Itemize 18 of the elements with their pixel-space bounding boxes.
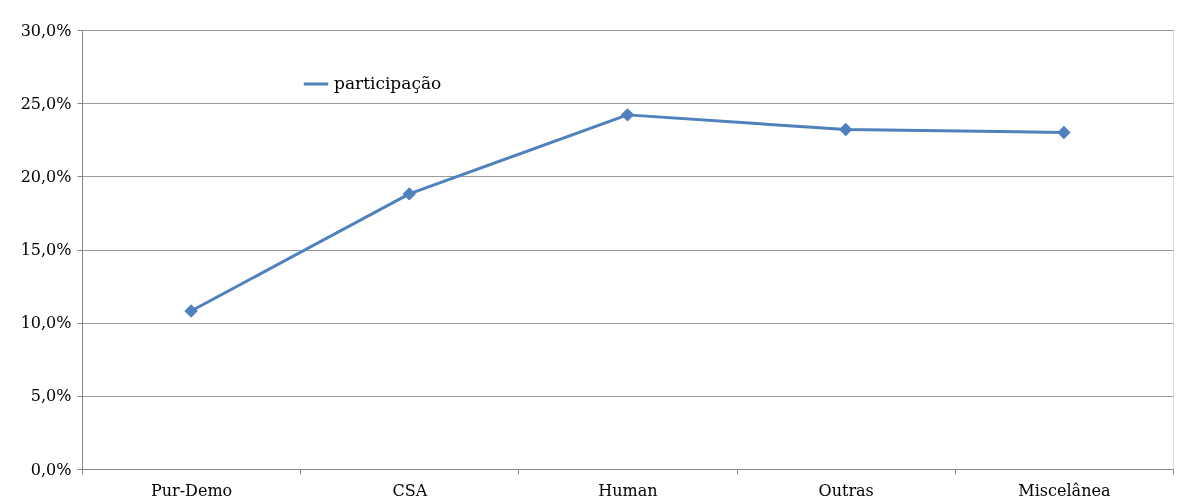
x-tick-label: Outras	[818, 480, 874, 500]
point	[620, 108, 635, 122]
y-tick-label: 30,0%	[20, 20, 72, 40]
x-tick-label: Human	[598, 480, 658, 500]
point	[838, 122, 853, 137]
y-tick-label: 10,0%	[20, 313, 72, 333]
x-tick-label: CSA	[392, 480, 428, 500]
legend-label: participação	[334, 73, 442, 93]
y-tick-label: 15,0%	[20, 240, 72, 259]
point	[402, 187, 417, 201]
point	[1057, 125, 1071, 140]
y-tick-label: 20,0%	[20, 166, 72, 186]
x-tick-label: Miscelânea	[1018, 480, 1111, 500]
y-tick-label: 0,0%	[30, 459, 72, 479]
point	[184, 304, 198, 318]
y-tick-label: 25,0%	[20, 93, 72, 113]
y-tick-label: 5,0%	[30, 386, 72, 406]
x-tick-label: Pur-Demo	[150, 480, 233, 500]
